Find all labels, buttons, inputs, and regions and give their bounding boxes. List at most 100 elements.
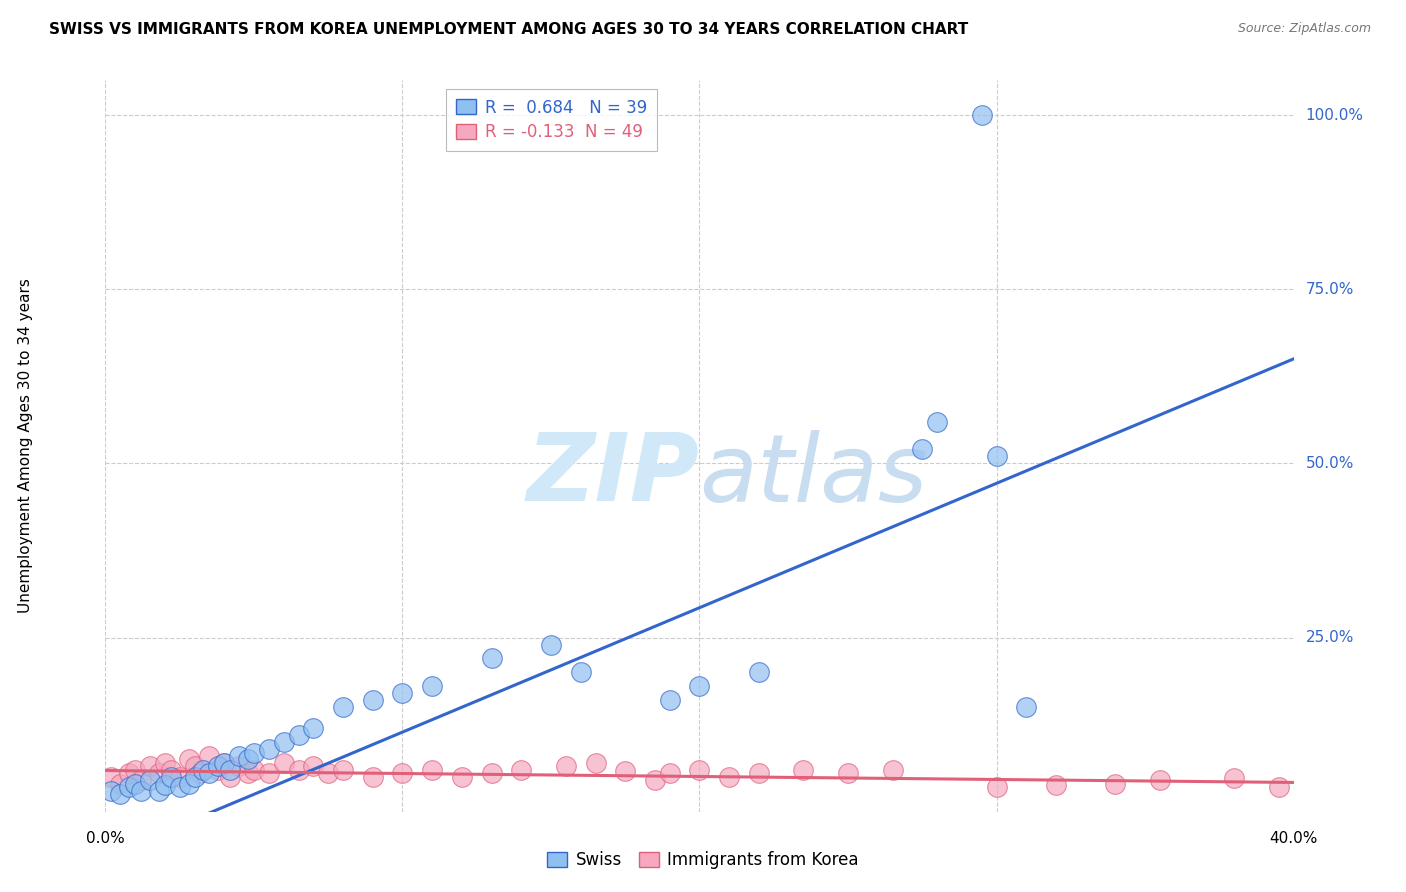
Point: [614, 764, 637, 779]
Text: ZIP: ZIP: [527, 429, 700, 521]
Point: [214, 756, 236, 770]
Point: [689, 763, 711, 777]
Point: [236, 752, 259, 766]
Legend: Swiss, Immigrants from Korea: Swiss, Immigrants from Korea: [541, 845, 865, 876]
Point: [391, 686, 413, 700]
Point: [190, 766, 212, 780]
Point: [420, 679, 443, 693]
Point: [585, 756, 607, 770]
Point: [219, 763, 242, 777]
Point: [153, 778, 176, 792]
Point: [361, 770, 384, 784]
Point: [207, 759, 229, 773]
Point: [124, 777, 146, 791]
Point: [198, 749, 221, 764]
Point: [1149, 773, 1171, 788]
Text: 0.0%: 0.0%: [86, 831, 125, 847]
Point: [302, 721, 325, 735]
Point: [302, 759, 325, 773]
Point: [183, 770, 205, 784]
Point: [986, 450, 1008, 464]
Point: [718, 770, 741, 784]
Point: [193, 763, 215, 777]
Point: [169, 770, 191, 784]
Text: 25.0%: 25.0%: [1305, 630, 1354, 645]
Point: [100, 784, 122, 798]
Point: [169, 780, 191, 795]
Point: [554, 759, 576, 773]
Point: [219, 770, 242, 784]
Point: [748, 766, 770, 780]
Point: [139, 759, 162, 773]
Point: [361, 693, 384, 707]
Point: [882, 763, 904, 777]
Point: [792, 763, 814, 777]
Point: [569, 665, 592, 680]
Point: [970, 108, 993, 122]
Point: [159, 770, 181, 784]
Point: [391, 766, 413, 780]
Point: [118, 780, 141, 795]
Point: [1104, 777, 1126, 791]
Point: [257, 742, 280, 756]
Point: [450, 770, 472, 784]
Point: [287, 728, 309, 742]
Point: [273, 756, 295, 770]
Text: 100.0%: 100.0%: [1305, 108, 1364, 122]
Point: [748, 665, 770, 680]
Point: [316, 766, 339, 780]
Text: 40.0%: 40.0%: [1270, 831, 1317, 847]
Point: [177, 752, 200, 766]
Point: [986, 780, 1008, 795]
Legend: R =  0.684   N = 39, R = -0.133  N = 49: R = 0.684 N = 39, R = -0.133 N = 49: [447, 88, 657, 152]
Point: [100, 770, 122, 784]
Point: [332, 700, 354, 714]
Point: [183, 759, 205, 773]
Point: [481, 766, 503, 780]
Point: [1267, 780, 1289, 795]
Point: [243, 763, 266, 777]
Text: 75.0%: 75.0%: [1305, 282, 1354, 297]
Point: [148, 766, 170, 780]
Point: [148, 784, 170, 798]
Text: atlas: atlas: [700, 430, 928, 521]
Point: [540, 638, 562, 652]
Point: [129, 773, 152, 788]
Point: [236, 766, 259, 780]
Point: [124, 763, 146, 777]
Point: [420, 763, 443, 777]
Point: [1045, 778, 1067, 792]
Point: [177, 777, 200, 791]
Point: [243, 746, 266, 760]
Point: [1015, 700, 1038, 714]
Point: [658, 766, 681, 780]
Text: SWISS VS IMMIGRANTS FROM KOREA UNEMPLOYMENT AMONG AGES 30 TO 34 YEARS CORRELATIO: SWISS VS IMMIGRANTS FROM KOREA UNEMPLOYM…: [49, 22, 969, 37]
Point: [139, 773, 162, 788]
Point: [207, 763, 229, 777]
Point: [153, 756, 176, 770]
Point: [110, 787, 132, 801]
Point: [273, 735, 295, 749]
Point: [159, 763, 181, 777]
Point: [110, 777, 132, 791]
Point: [927, 415, 949, 429]
Point: [481, 651, 503, 665]
Point: [510, 763, 533, 777]
Point: [287, 763, 309, 777]
Point: [118, 766, 141, 780]
Point: [228, 749, 250, 764]
Point: [837, 766, 859, 780]
Point: [911, 442, 934, 457]
Text: Source: ZipAtlas.com: Source: ZipAtlas.com: [1237, 22, 1371, 36]
Text: 50.0%: 50.0%: [1305, 456, 1354, 471]
Point: [198, 766, 221, 780]
Point: [689, 679, 711, 693]
Point: [228, 759, 250, 773]
Point: [332, 763, 354, 777]
Point: [129, 784, 152, 798]
Point: [658, 693, 681, 707]
Point: [644, 773, 666, 788]
Point: [257, 766, 280, 780]
Point: [214, 756, 236, 770]
Text: Unemployment Among Ages 30 to 34 years: Unemployment Among Ages 30 to 34 years: [18, 278, 32, 614]
